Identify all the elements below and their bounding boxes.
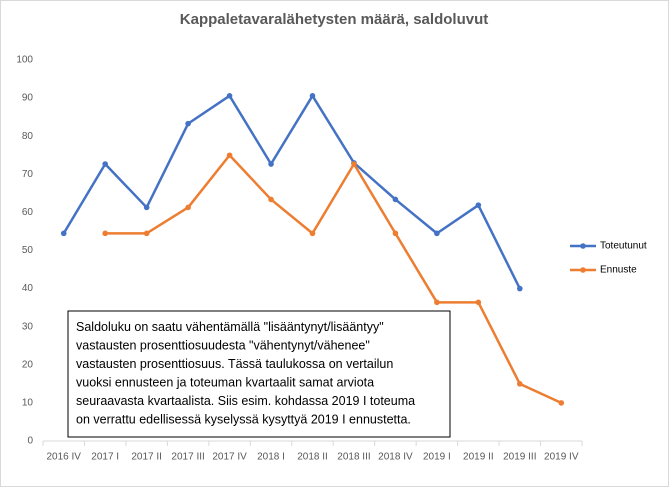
y-tick-label: 90 bbox=[22, 93, 34, 104]
x-tick-label: 2016 IV bbox=[46, 452, 81, 463]
point bbox=[309, 230, 316, 237]
x-tick-label: 2017 II bbox=[131, 452, 162, 463]
point bbox=[475, 299, 482, 306]
point bbox=[558, 400, 565, 406]
x-tick-label: 2019 III bbox=[503, 452, 536, 463]
point bbox=[226, 152, 233, 159]
y-tick-label: 0 bbox=[27, 436, 33, 447]
legend-label: Ennuste bbox=[600, 265, 637, 276]
point bbox=[434, 299, 440, 306]
x-tick-label: 2017 IV bbox=[212, 452, 247, 463]
point bbox=[517, 285, 523, 292]
x-tick-label: 2019 II bbox=[463, 452, 494, 463]
point bbox=[185, 204, 191, 211]
x-tick-label: 2018 I bbox=[257, 452, 285, 463]
annotation-line: vastausten prosenttiosuudesta "vähentyny… bbox=[76, 339, 370, 353]
point bbox=[392, 230, 399, 237]
point bbox=[143, 230, 150, 237]
point bbox=[268, 196, 274, 203]
point bbox=[517, 381, 523, 387]
y-tick-label: 50 bbox=[22, 245, 34, 256]
y-tick-label: 60 bbox=[22, 207, 34, 218]
point bbox=[434, 230, 440, 237]
legend-marker bbox=[580, 243, 586, 249]
point bbox=[268, 161, 274, 167]
point bbox=[351, 161, 357, 167]
annotation-line: Saldoluku on saatu vähentämällä "lisäänt… bbox=[76, 320, 384, 334]
x-tick-label: 2018 III bbox=[337, 452, 370, 463]
x-tick-label: 2018 II bbox=[297, 452, 328, 463]
annotation-line: vastausten prosenttiosuus. Tässä tauluko… bbox=[76, 357, 393, 371]
y-tick-label: 40 bbox=[22, 283, 34, 294]
x-tick-label: 2017 I bbox=[91, 452, 119, 463]
point bbox=[60, 230, 67, 237]
legend-marker bbox=[580, 267, 586, 273]
annotation-line: vuoksi ennusteen ja toteuman kvartaalit … bbox=[76, 376, 374, 390]
annotation-line: on verrattu edellisessä kyselyssä kysytt… bbox=[76, 413, 411, 427]
point bbox=[185, 120, 191, 127]
y-tick-label: 100 bbox=[16, 55, 33, 66]
y-tick-label: 10 bbox=[22, 398, 34, 409]
x-tick-label: 2019 I bbox=[423, 452, 451, 463]
point bbox=[143, 204, 150, 211]
legend-label: Toteutunut bbox=[600, 241, 647, 252]
point bbox=[475, 202, 482, 208]
point bbox=[102, 161, 108, 167]
chart-title: Kappaletavaralähetysten määrä, saldoluvu… bbox=[180, 11, 488, 28]
x-tick-label: 2018 IV bbox=[378, 452, 413, 463]
point bbox=[309, 93, 316, 99]
x-tick-label: 2017 III bbox=[171, 452, 204, 463]
annotation-box bbox=[67, 310, 451, 438]
y-tick-label: 30 bbox=[22, 321, 34, 332]
y-tick-label: 80 bbox=[22, 131, 34, 142]
annotation-line: seuraavasta kvartaalista. Siis esim. koh… bbox=[76, 394, 415, 408]
series-line bbox=[62, 94, 521, 290]
point bbox=[392, 196, 399, 203]
point bbox=[102, 230, 108, 237]
point bbox=[226, 93, 233, 99]
series-line bbox=[105, 154, 562, 405]
y-tick-label: 20 bbox=[22, 359, 34, 370]
x-tick-label: 2019 IV bbox=[544, 452, 579, 463]
y-tick-label: 70 bbox=[22, 169, 34, 180]
